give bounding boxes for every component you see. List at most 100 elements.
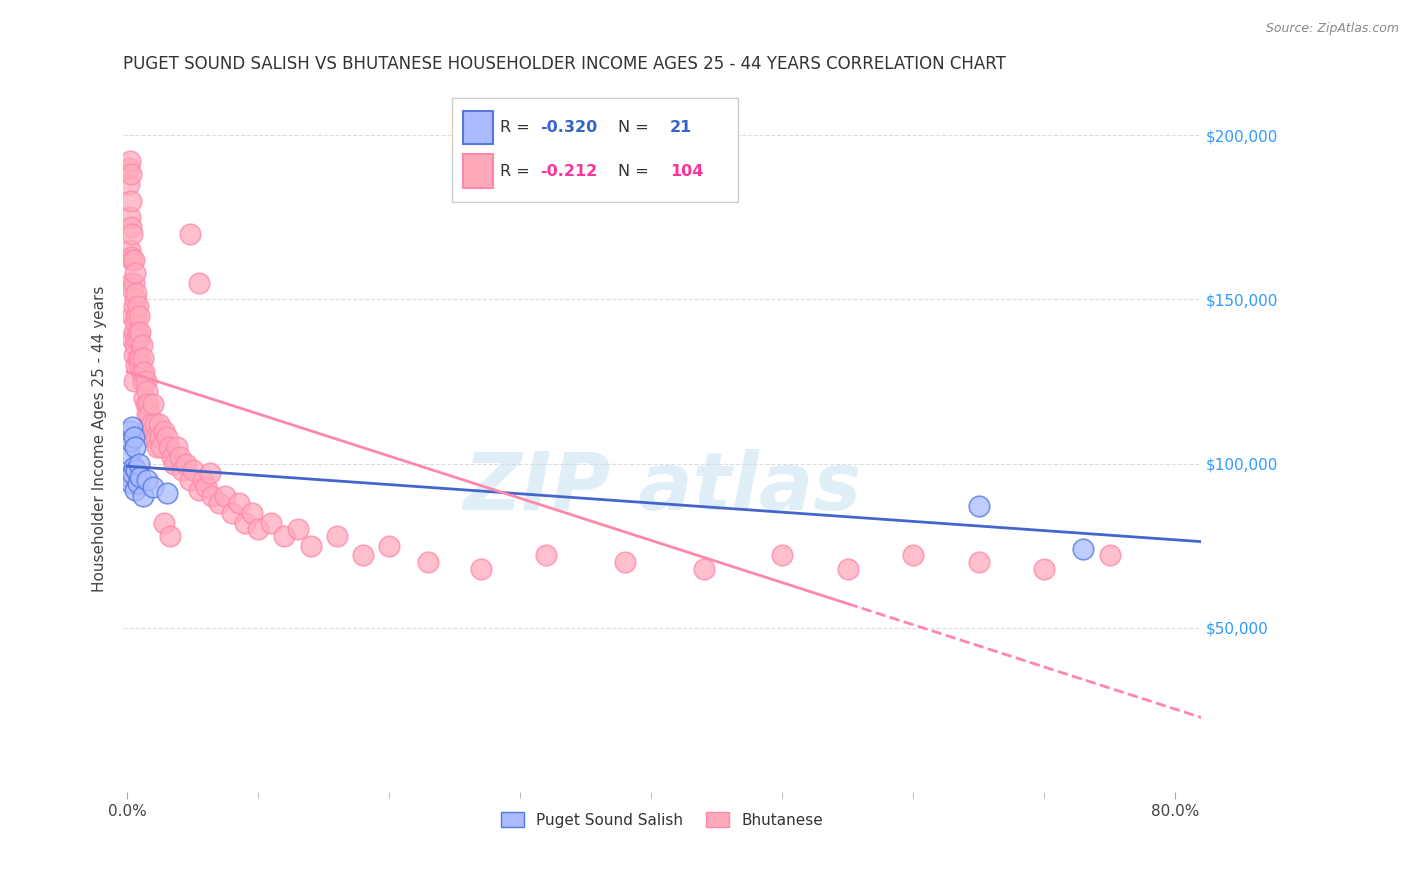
Point: [120, 194, 142, 208]
Point: [132, 489, 155, 503]
Point: [121, 467, 143, 481]
Point: [120, 250, 142, 264]
Point: [120, 276, 142, 290]
Point: [132, 375, 155, 389]
Point: [145, 430, 167, 444]
Point: [155, 486, 177, 500]
Point: [153, 516, 176, 530]
Point: [770, 549, 793, 563]
Point: [122, 375, 145, 389]
Point: [122, 299, 145, 313]
Point: [233, 516, 256, 530]
Point: [121, 309, 143, 323]
Point: [131, 338, 153, 352]
Point: [536, 549, 558, 563]
Point: [125, 332, 148, 346]
Point: [122, 348, 145, 362]
Text: 104: 104: [669, 164, 703, 178]
Point: [118, 469, 141, 483]
FancyBboxPatch shape: [463, 111, 494, 145]
Point: [273, 529, 295, 543]
Point: [148, 417, 170, 431]
Point: [122, 252, 145, 267]
Point: [470, 561, 492, 575]
Point: [179, 227, 201, 241]
Point: [134, 391, 156, 405]
Point: [247, 522, 270, 536]
Point: [352, 549, 374, 563]
Point: [260, 516, 283, 530]
Text: PUGET SOUND SALISH VS BHUTANESE HOUSEHOLDER INCOME AGES 25 - 44 YEARS CORRELATIO: PUGET SOUND SALISH VS BHUTANESE HOUSEHOL…: [124, 55, 1007, 73]
Point: [129, 325, 152, 339]
Point: [153, 424, 176, 438]
Point: [125, 358, 148, 372]
Point: [139, 417, 162, 431]
Point: [967, 555, 990, 569]
Point: [613, 555, 636, 569]
Point: [127, 476, 149, 491]
Point: [134, 365, 156, 379]
Point: [141, 430, 163, 444]
Y-axis label: Householder Income Ages 25 - 44 years: Householder Income Ages 25 - 44 years: [93, 285, 107, 592]
Point: [121, 332, 143, 346]
Point: [692, 561, 714, 575]
Point: [214, 489, 236, 503]
Point: [122, 459, 145, 474]
Point: [124, 338, 146, 352]
Point: [378, 539, 401, 553]
Point: [118, 424, 141, 438]
Point: [117, 161, 139, 175]
Text: Source: ZipAtlas.com: Source: ZipAtlas.com: [1265, 22, 1399, 36]
Text: R =: R =: [499, 164, 534, 178]
Point: [181, 463, 204, 477]
Point: [125, 463, 148, 477]
Point: [127, 351, 149, 366]
Point: [901, 549, 924, 563]
Point: [1098, 549, 1121, 563]
Point: [157, 440, 180, 454]
Text: N =: N =: [619, 164, 654, 178]
Point: [122, 430, 145, 444]
Point: [117, 447, 139, 461]
Point: [159, 529, 181, 543]
Point: [129, 351, 152, 366]
Point: [194, 479, 217, 493]
Point: [120, 476, 142, 491]
Legend: Puget Sound Salish, Bhutanese: Puget Sound Salish, Bhutanese: [495, 805, 830, 834]
FancyBboxPatch shape: [453, 98, 738, 202]
Point: [129, 469, 152, 483]
Point: [125, 309, 148, 323]
Point: [198, 467, 221, 481]
Point: [127, 325, 149, 339]
Point: [135, 384, 157, 399]
Point: [163, 457, 186, 471]
Point: [128, 309, 150, 323]
Point: [122, 325, 145, 339]
Point: [131, 365, 153, 379]
Point: [135, 375, 157, 389]
Point: [121, 282, 143, 296]
Point: [208, 496, 231, 510]
Point: [132, 351, 155, 366]
Text: N =: N =: [619, 120, 654, 135]
Point: [240, 506, 263, 520]
Point: [228, 496, 250, 510]
Point: [142, 479, 165, 493]
Point: [121, 227, 143, 241]
Point: [193, 473, 215, 487]
Point: [188, 276, 211, 290]
Point: [135, 407, 157, 421]
Point: [179, 473, 201, 487]
Point: [118, 243, 141, 257]
Point: [142, 397, 165, 411]
Point: [138, 407, 160, 421]
Text: 21: 21: [669, 120, 692, 135]
Point: [124, 440, 146, 454]
Point: [967, 500, 990, 514]
Point: [188, 483, 211, 497]
Point: [221, 506, 243, 520]
Point: [326, 529, 349, 543]
Text: R =: R =: [499, 120, 534, 135]
Point: [172, 463, 194, 477]
Point: [120, 168, 142, 182]
